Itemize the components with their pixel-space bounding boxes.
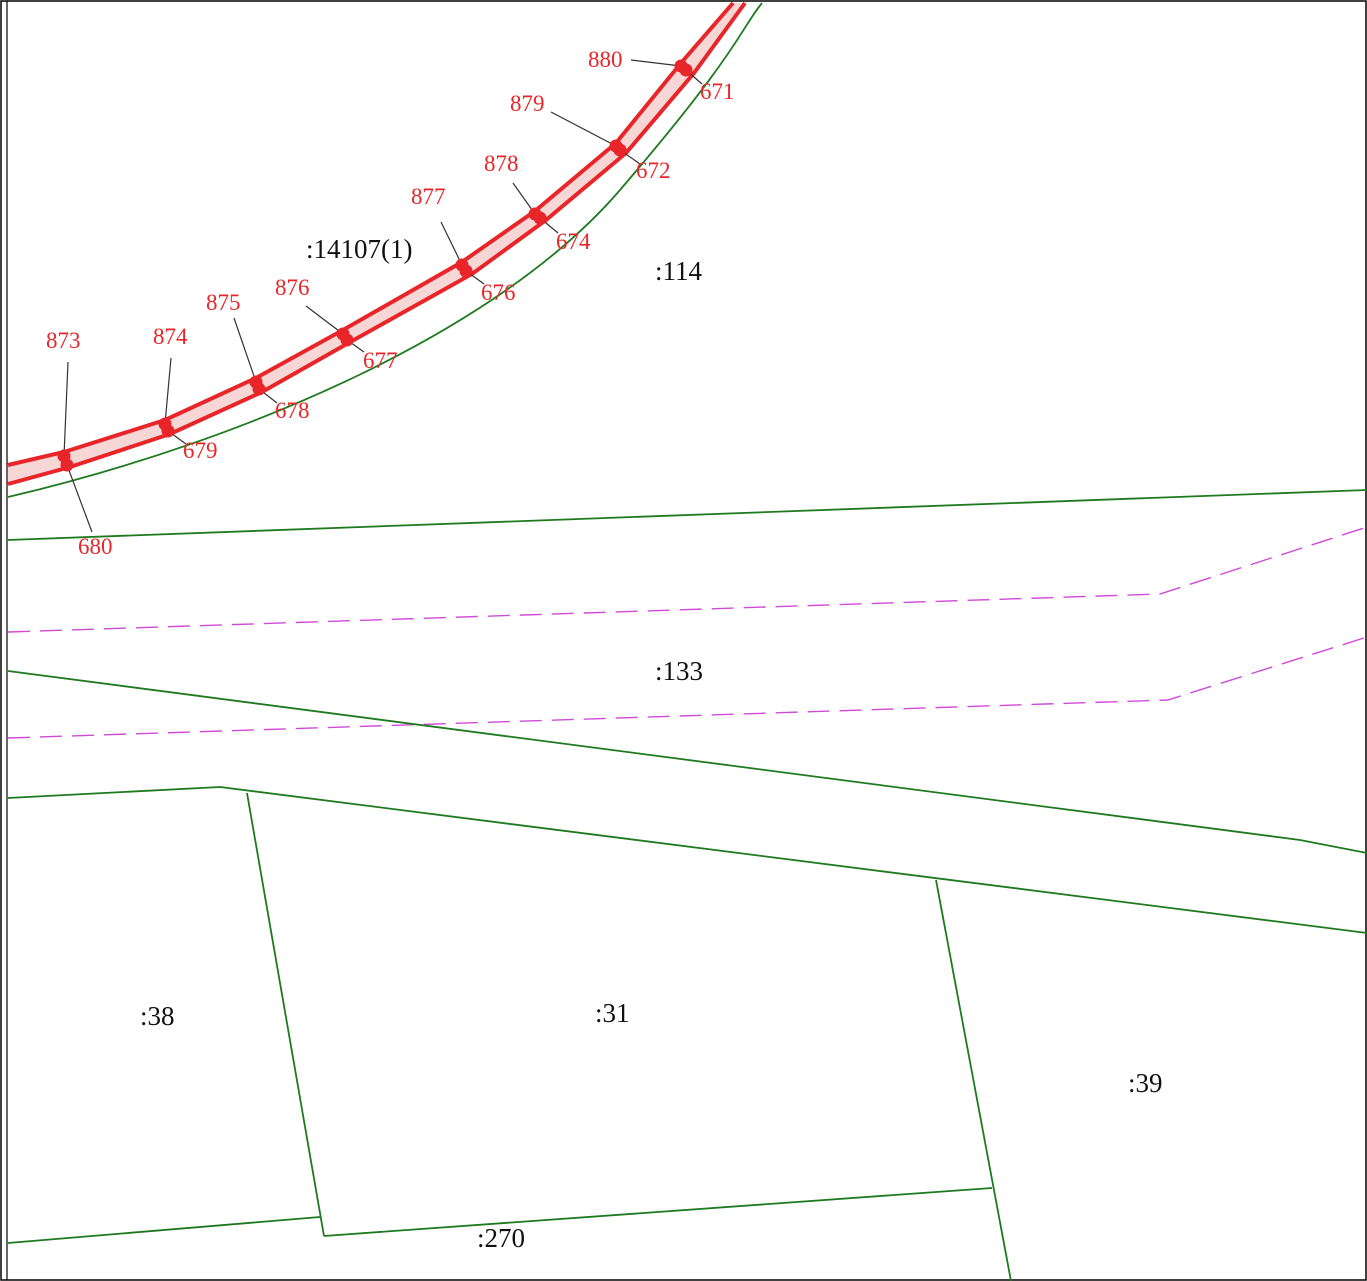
road-curve-boundary [7, 2, 763, 498]
inner-point-672[interactable] [613, 143, 627, 157]
point-labels: 873 874 875 876 877 878 879 880 680 679 678 677 676 6… [46, 47, 735, 559]
leader-lines [63, 59, 703, 533]
boundary-38-north [7, 786, 1367, 934]
parcel-boundaries [7, 2, 1367, 1281]
outer-leader-879 [550, 111, 617, 147]
outer-point-label-878: 878 [484, 151, 519, 176]
inner-point-678[interactable] [252, 382, 266, 396]
zone-boundary-north [7, 526, 1367, 633]
inner-point-label-671: 671 [700, 79, 735, 104]
outer-point-label-877: 877 [411, 184, 446, 209]
outer-point-label-880: 880 [588, 47, 623, 72]
inner-point-label-678: 678 [275, 398, 310, 423]
outer-leader-877 [440, 221, 463, 266]
inner-point-680[interactable] [60, 458, 74, 472]
parcel-label-133[interactable]: :133 [655, 656, 703, 686]
outer-leader-875 [233, 317, 257, 383]
boundary-38-270 [7, 1216, 321, 1244]
zone-boundary-south [7, 636, 1367, 739]
easement-inner-edge [7, 1, 747, 486]
easement-band [7, 1, 747, 486]
boundary-31-270 [323, 1187, 993, 1237]
boundary-38-31 [246, 792, 325, 1237]
parcel-label-114[interactable]: :114 [655, 256, 702, 286]
parcel-label-14107[interactable]: :14107(1) [306, 234, 412, 264]
outer-leader-880 [630, 59, 682, 67]
inner-point-label-679: 679 [183, 438, 218, 463]
boundary-points [57, 59, 693, 472]
outer-leader-873 [63, 361, 69, 457]
outer-point-label-879: 879 [510, 91, 545, 116]
parcel-labels: :14107(1) :114 :133 :38 :31 :39 :270 [140, 234, 1163, 1253]
boundary-133-south [7, 670, 1367, 854]
inner-point-676[interactable] [459, 264, 473, 278]
outer-leader-876 [305, 305, 344, 335]
inner-leader-680 [66, 464, 93, 533]
outer-point-label-874: 874 [153, 324, 188, 349]
inner-point-label-677: 677 [363, 348, 398, 373]
inner-point-671[interactable] [679, 63, 693, 77]
outer-point-label-876: 876 [275, 275, 310, 300]
easement-outer-edge [7, 1, 735, 467]
outer-leader-874 [164, 357, 172, 425]
boundary-31-39 [935, 879, 1012, 1281]
parcel-label-270[interactable]: :270 [477, 1223, 525, 1253]
parcel-label-39[interactable]: :39 [1128, 1068, 1163, 1098]
inner-point-label-680: 680 [78, 534, 113, 559]
inner-point-label-672: 672 [636, 158, 671, 183]
outer-point-label-873: 873 [46, 328, 81, 353]
inner-point-label-676: 676 [481, 280, 516, 305]
inner-point-label-674: 674 [556, 229, 591, 254]
inner-point-677[interactable] [340, 333, 354, 347]
outer-point-label-875: 875 [206, 290, 241, 315]
parcel-label-38[interactable]: :38 [140, 1001, 175, 1031]
parcel-label-31[interactable]: :31 [595, 998, 630, 1028]
boundary-114-133 [7, 489, 1367, 541]
inner-point-674[interactable] [533, 211, 547, 225]
inner-point-679[interactable] [161, 424, 175, 438]
